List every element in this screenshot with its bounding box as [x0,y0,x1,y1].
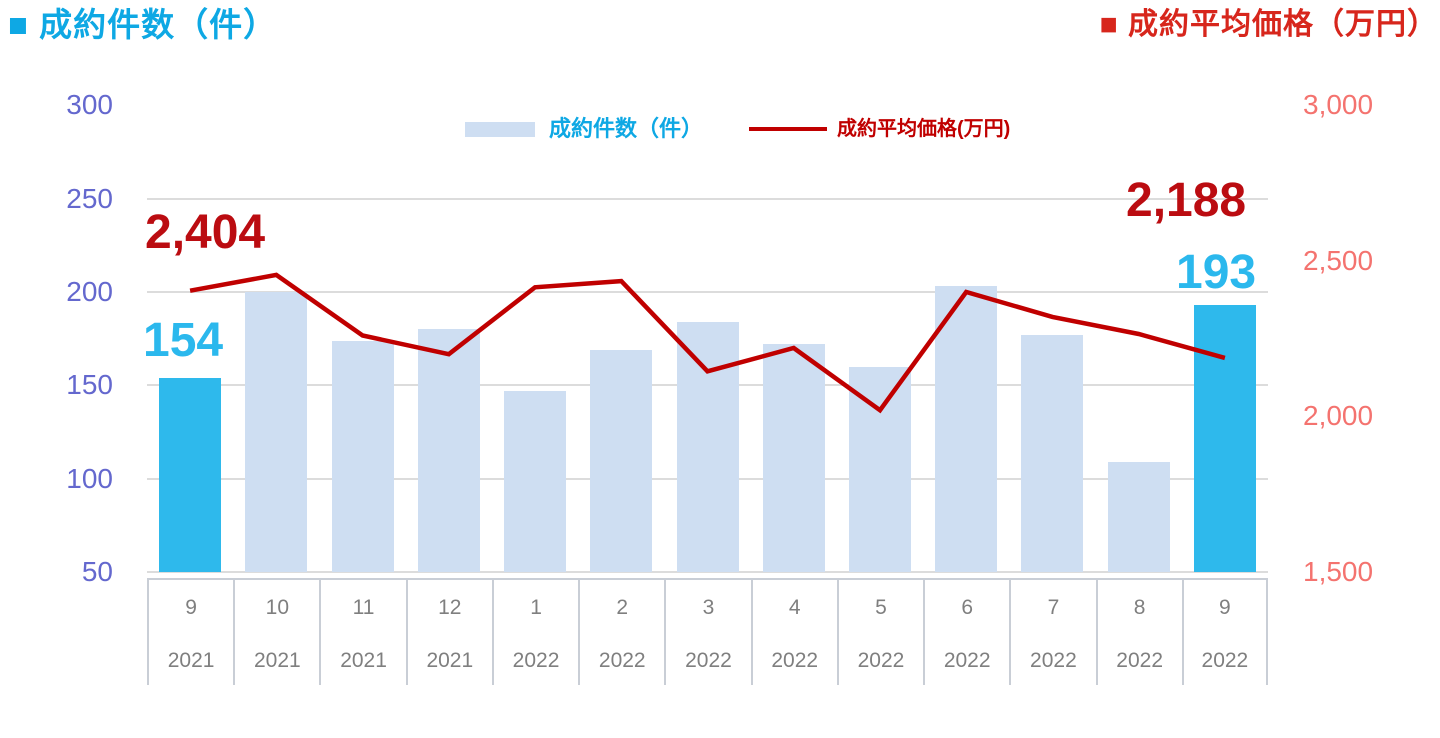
x-axis-year-label: 2022 [1116,649,1163,672]
x-axis-cell-5-2022: 5 2022 [836,580,923,685]
x-axis-month-label: 9 [185,596,197,619]
x-axis-cell-9-2022: 9 2022 [1181,580,1268,685]
category-axis: 9 2021 10 2021 11 2021 12 2021 1 2022 2 2022 3 2022 4 2… [147,578,1268,685]
x-axis-year-label: 2022 [685,649,732,672]
right-axis-tick-label: 2,500 [1303,244,1374,276]
bar-1-2022 [504,390,567,572]
right-axis-tick-label: 1,500 [1303,556,1374,587]
x-axis-month-label: 11 [352,596,375,619]
x-axis-year-label: 2022 [1201,649,1249,672]
bar-12-2021 [417,329,480,572]
left-axis-tick-label: 300 [66,89,113,121]
x-axis-cell-4-2022: 4 2022 [750,580,837,685]
x-axis-cell-9-2021: 9 2021 [147,580,233,685]
x-axis-year-label: 2021 [426,649,474,672]
left-axis-tick-label: 250 [66,182,113,214]
chart-title-contract-count: ■ 成約件数（件） [8,6,278,43]
x-axis-year-label: 2021 [340,649,387,672]
x-axis-year-label: 2022 [598,649,646,672]
x-axis-cell-1-2022: 1 2022 [491,580,578,685]
left-axis-tick-label: 200 [66,275,113,307]
x-axis-month-label: 1 [530,596,542,619]
x-axis-month-label: 9 [1219,596,1231,619]
gridline [147,571,1268,573]
annotation-last-price: 2,188 [1126,174,1247,227]
bar-8-2022 [1107,461,1170,572]
left-axis-tick-label: 100 [66,462,113,494]
x-axis-cell-11-2021: 11 2021 [319,580,405,685]
x-axis-cell-7-2022: 7 2022 [1009,580,1095,685]
bar-4-2022 [762,344,825,572]
x-axis-cell-8-2022: 8 2022 [1095,580,1182,685]
x-axis-cell-6-2022: 6 2022 [923,580,1009,685]
x-axis-cell-2-2022: 2 2022 [578,580,664,685]
right-axis-tick-label: 3,000 [1303,89,1374,121]
legend-line-swatch-icon [749,127,828,131]
bar-5-2022 [848,366,911,572]
x-axis-year-label: 2021 [167,649,215,672]
x-axis-month-label: 8 [1133,596,1146,619]
x-axis-year-label: 2022 [1030,649,1077,672]
x-axis-month-label: 4 [788,596,801,619]
gridline [147,197,1268,200]
legend-line-label: 成約平均価格(万円) [837,118,1011,140]
bar-6-2022 [935,286,998,572]
x-axis-year-label: 2022 [857,649,905,672]
chart-title-average-price: ■ 成約平均価格（万円） [1099,8,1438,41]
bar-9-2022 [1193,305,1256,572]
legend: 成約件数（件） 成約平均価格(万円) [465,118,1010,140]
bar-9-2021 [159,377,222,572]
right-axis-tick-label: 2,000 [1303,400,1374,432]
x-axis-cell-3-2022: 3 2022 [664,580,750,685]
annotation-first-count: 154 [143,314,224,367]
x-axis-month-label: 7 [1047,596,1060,619]
bar-10-2021 [245,291,308,572]
x-axis-year-label: 2022 [771,649,819,672]
x-axis-year-label: 2022 [943,649,991,672]
x-axis-cell-10-2021: 10 2021 [233,580,319,685]
annotation-last-count: 193 [1176,246,1257,299]
legend-bar-label: 成約件数（件） [549,116,704,141]
x-axis-month-label: 10 [265,596,289,619]
bar-3-2022 [676,321,739,572]
x-axis-cell-12-2021: 12 2021 [405,580,492,685]
bar-7-2022 [1021,334,1084,572]
x-axis-month-label: 6 [961,596,974,619]
annotation-first-price: 2,404 [145,206,266,259]
legend-bar-swatch-icon [465,121,535,137]
bar-11-2021 [331,340,394,572]
bar-2-2022 [590,349,653,572]
gridline [147,290,1268,293]
x-axis-month-label: 2 [616,596,629,619]
x-axis-month-label: 5 [875,596,887,619]
left-axis-tick-label: 150 [66,369,113,401]
left-axis-tick-label: 50 [81,556,113,587]
x-axis-month-label: 3 [702,596,715,619]
x-axis-year-label: 2021 [253,649,301,672]
x-axis-year-label: 2022 [512,649,560,672]
x-axis-month-label: 12 [438,596,462,619]
